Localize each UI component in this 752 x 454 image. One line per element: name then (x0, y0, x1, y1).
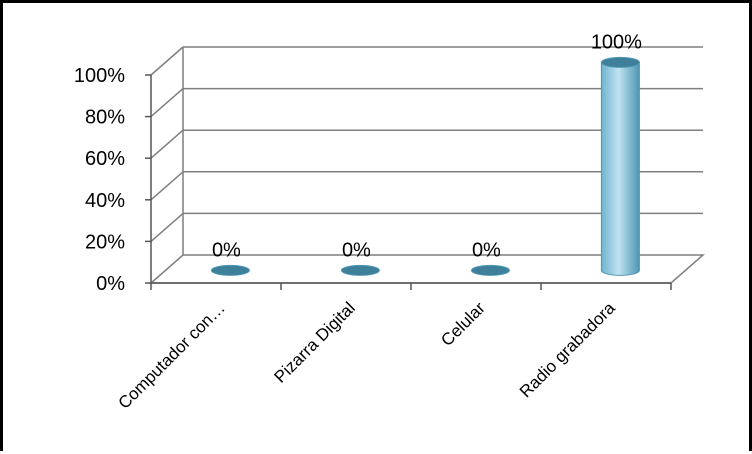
gridline-side (150, 88, 184, 118)
bar-chart: 0% 20% 40% 60% 80% 100% 0% Computador con… 0% Pi… (74, 31, 705, 413)
axis-layer: 0% 20% 40% 60% 80% 100% (74, 65, 672, 295)
gridline-side (150, 46, 184, 76)
gridline-side (150, 129, 184, 159)
gridline-side (150, 171, 184, 201)
y-tick-label: 100% (74, 65, 125, 87)
bar (600, 61, 640, 276)
gridline-side (150, 212, 184, 242)
data-label: 0% (472, 239, 501, 261)
y-tick-label: 0% (96, 273, 125, 295)
x-tick-label: Computador con… (114, 298, 228, 412)
data-label: 0% (342, 239, 371, 261)
data-label: 100% (591, 31, 642, 53)
bars-layer (210, 56, 640, 276)
x-tick-label: Radio grabadora (516, 298, 619, 401)
y-tick-label: 20% (85, 231, 125, 253)
bar-top (340, 264, 380, 276)
x-tick-label: Pizarra Digital (271, 298, 359, 386)
y-tick-label: 60% (85, 148, 125, 170)
y-tick-label: 40% (85, 190, 125, 212)
bar-top (600, 56, 640, 68)
bar-top (470, 264, 510, 276)
data-label: 0% (212, 239, 241, 261)
y-tick-label: 80% (85, 107, 125, 129)
x-tick-label: Celular (437, 298, 489, 350)
bar-top (210, 264, 250, 276)
